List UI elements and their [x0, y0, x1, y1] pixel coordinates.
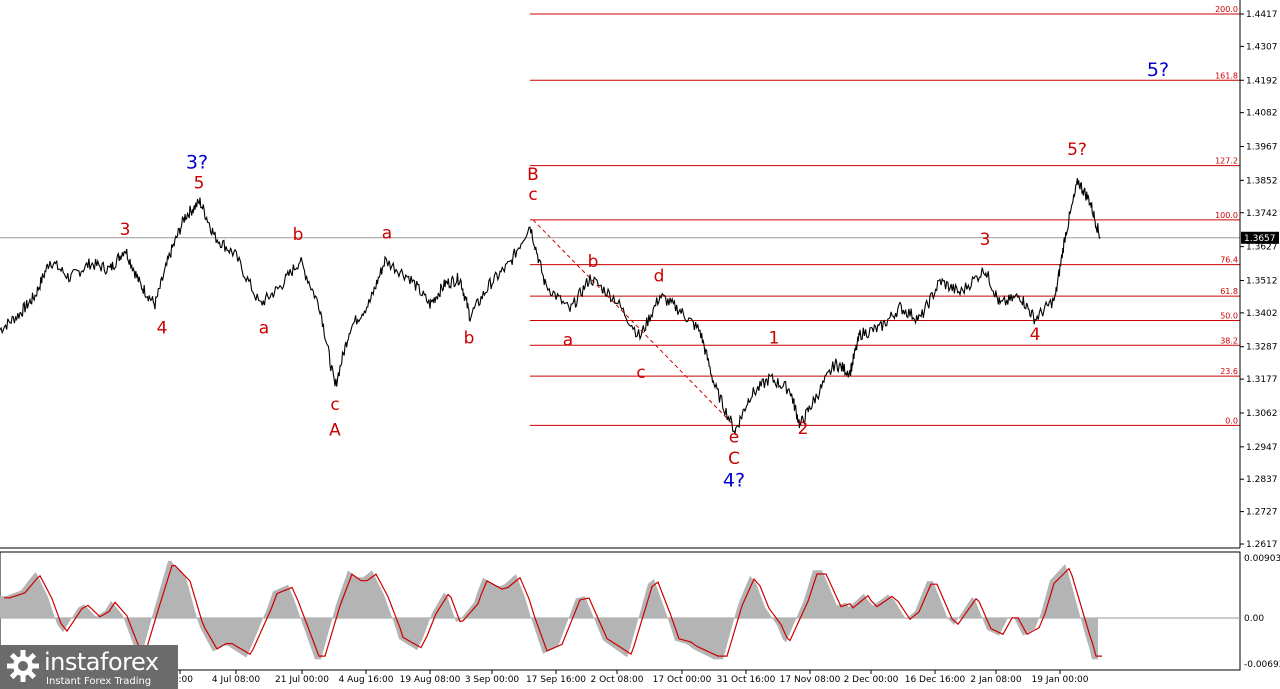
x-tick-label-6: 17 Sep 16:00: [526, 675, 586, 685]
y-tick-label-6: 1.3742: [1246, 209, 1278, 219]
wave-label-21: 3: [980, 230, 991, 250]
wave-label-8: a: [382, 223, 392, 243]
wave-label-3: 5: [194, 173, 205, 193]
wave-label-4: a: [259, 318, 269, 338]
fib-label-76.4: 76.4: [1220, 256, 1238, 265]
fib-trend-line: [532, 219, 735, 426]
wave-label-5: b: [293, 225, 304, 245]
oscillator-histogram: [0, 561, 1098, 660]
price-line: [0, 178, 1101, 436]
wave-label-7: A: [329, 421, 341, 441]
y-tick-label-14: 1.2837: [1246, 475, 1278, 485]
wave-label-18: 4?: [723, 469, 745, 491]
wave-label-9: b: [464, 328, 475, 348]
wave-label-24: 5?: [1147, 59, 1169, 81]
wave-label-22: 4: [1030, 325, 1041, 345]
oscillator-tick-2: -0.00692: [1244, 660, 1280, 670]
logo-name: instaforex: [44, 648, 159, 676]
fibonacci-levels: 200.0161.8127.2100.076.461.850.038.223.6…: [0, 5, 1240, 426]
wave-label-14: d: [654, 267, 665, 287]
y-tick-label-1: 1.4307: [1246, 42, 1278, 52]
gear-logo-icon: [7, 650, 39, 682]
y-tick-label-8: 1.3512: [1246, 276, 1278, 286]
y-tick-label-7: 1.3627: [1246, 243, 1278, 253]
x-tick-label-9: 31 Oct 16:00: [717, 675, 776, 685]
fib-label-127.2: 127.2: [1215, 157, 1238, 166]
wave-label-15: c: [636, 363, 645, 383]
x-tick-label-10: 17 Nov 08:00: [780, 675, 841, 685]
x-tick-label-13: 2 Jan 08:00: [970, 675, 1022, 685]
y-tick-label-15: 1.2727: [1246, 508, 1278, 518]
y-tick-label-5: 1.3852: [1246, 176, 1278, 186]
wave-label-16: e: [729, 427, 739, 447]
fib-label-50.0: 50.0: [1220, 312, 1238, 321]
x-tick-label-1: 4 Jul 08:00: [212, 675, 261, 685]
wave-label-23: 5?: [1067, 140, 1087, 160]
wave-label-17: C: [728, 449, 740, 469]
wave-label-1: 4: [157, 318, 168, 338]
wave-label-11: c: [528, 185, 537, 205]
fib-label-38.2: 38.2: [1220, 336, 1238, 345]
oscillator-tick-1: 0.00: [1244, 614, 1264, 624]
y-tick-label-9: 1.3402: [1246, 309, 1278, 319]
current-price-label: 1.3657: [1244, 234, 1276, 244]
y-tick-label-3: 1.4082: [1246, 109, 1278, 119]
x-tick-label-8: 17 Oct 00:00: [653, 675, 712, 685]
fib-label-23.6: 23.6: [1220, 367, 1238, 376]
wave-label-2: 3?: [186, 151, 208, 173]
fib-label-61.8: 61.8: [1220, 287, 1238, 296]
x-tick-label-11: 2 Dec 00:00: [844, 675, 899, 685]
wave-label-12: b: [588, 252, 599, 272]
brand-logo: instaforex Instant Forex Trading: [0, 645, 178, 689]
x-tick-label-12: 16 Dec 16:00: [905, 675, 966, 685]
y-tick-label-2: 1.4192: [1246, 76, 1278, 86]
fib-label-161.8: 161.8: [1215, 71, 1238, 80]
x-tick-label-3: 4 Aug 16:00: [339, 675, 394, 685]
x-tick-label-2: 21 Jul 00:00: [275, 675, 329, 685]
x-tick-label-14: 19 Jan 00:00: [1032, 675, 1089, 685]
y-tick-label-12: 1.3062: [1246, 409, 1278, 419]
fib-label-0.0: 0.0: [1225, 416, 1238, 425]
x-tick-label-0: 16:00: [167, 675, 193, 685]
wave-label-13: a: [563, 330, 573, 350]
x-tick-label-5: 3 Sep 00:00: [465, 675, 520, 685]
wave-label-20: 2: [798, 419, 809, 439]
wave-label-0: 3: [120, 220, 131, 240]
wave-label-10: B: [527, 165, 539, 185]
oscillator-tick-0: 0.00903: [1244, 554, 1280, 564]
y-tick-label-0: 1.4417: [1246, 10, 1278, 20]
y-tick-label-16: 1.2617: [1246, 540, 1278, 550]
wave-label-6: c: [330, 395, 339, 415]
y-tick-label-10: 1.3287: [1246, 343, 1278, 353]
fib-label-100.0: 100.0: [1215, 211, 1238, 220]
x-tick-label-7: 2 Oct 08:00: [591, 675, 644, 685]
y-tick-label-11: 1.3177: [1246, 375, 1278, 385]
wave-label-19: 1: [769, 328, 780, 348]
oscillator-panel: 0.00903 0.00 -0.00692: [0, 551, 1280, 671]
y-tick-label-13: 1.2947: [1246, 443, 1278, 453]
logo-tagline: Instant Forex Trading: [46, 676, 152, 687]
y-tick-label-4: 1.3967: [1246, 143, 1278, 153]
oscillator-signal-line: [4, 565, 1102, 657]
fib-label-200.0: 200.0: [1215, 5, 1238, 14]
price-series: [0, 178, 1101, 436]
current-price-tag: [1241, 231, 1279, 244]
x-tick-label-4: 19 Aug 08:00: [400, 675, 461, 685]
